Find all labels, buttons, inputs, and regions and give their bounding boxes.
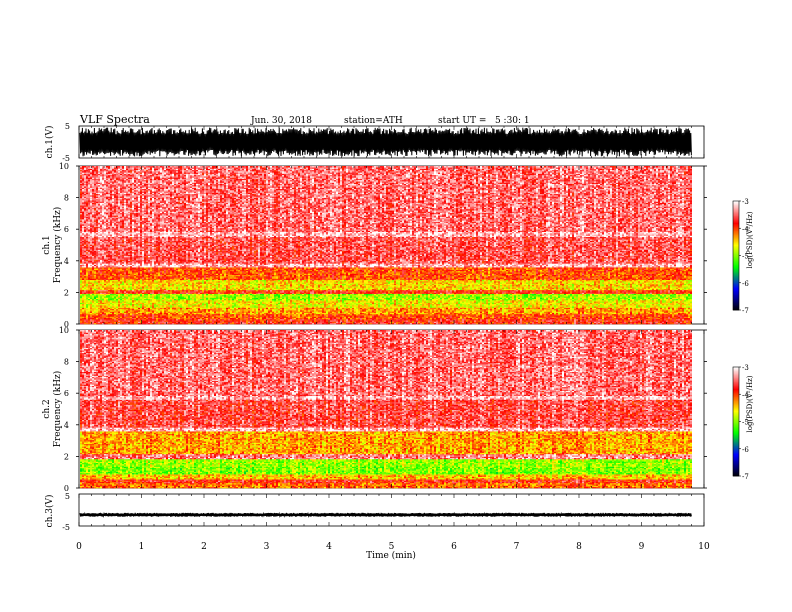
start-ut-label: start UT = 5 :30: 1 [438, 116, 530, 126]
spectrogram-cell [80, 166, 82, 168]
ch1-waveform-ylabel: ch.1(V) [44, 126, 55, 159]
ch1-spectrogram-cells [80, 166, 692, 324]
spectrogram-cell [98, 166, 100, 168]
figure-title: VLF Spectra [79, 113, 150, 126]
spectrogram-cell [92, 166, 94, 168]
spectrogram-cell [94, 166, 96, 168]
spectrogram-cell [88, 166, 90, 168]
ch1-waveform-panel: 5 -5 ch.1(V) [44, 122, 704, 163]
spectrogram-cell [96, 166, 98, 168]
station-label: station=ATH [344, 116, 403, 126]
spectrogram-cell [86, 166, 88, 168]
spectrogram-cell [100, 166, 102, 168]
spectrogram-cell [84, 166, 86, 168]
ch1-ytick-top: 5 [65, 122, 70, 131]
date-label: Jun. 30, 2018 [250, 116, 312, 126]
spectrogram-cell [82, 166, 84, 168]
